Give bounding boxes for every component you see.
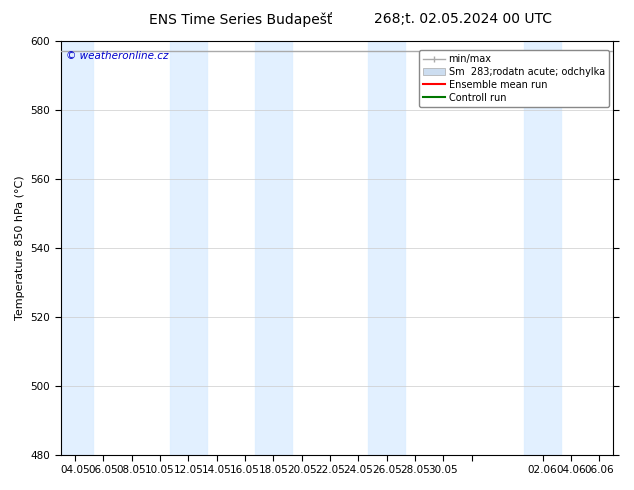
Bar [56, 41, 93, 455]
Legend: min/max, Sm  283;rodatn acute; odchylka, Ensemble mean run, Controll run: min/max, Sm 283;rodatn acute; odchylka, … [420, 50, 609, 106]
Text: © weatheronline.cz: © weatheronline.cz [66, 51, 169, 61]
Bar [170, 41, 207, 455]
Bar [524, 41, 561, 455]
Text: ENS Time Series Budapešť: ENS Time Series Budapešť [149, 12, 333, 27]
Bar [368, 41, 405, 455]
Y-axis label: Temperature 850 hPa (°C): Temperature 850 hPa (°C) [15, 175, 25, 320]
Bar [255, 41, 292, 455]
Text: 268;t. 02.05.2024 00 UTC: 268;t. 02.05.2024 00 UTC [374, 12, 552, 26]
